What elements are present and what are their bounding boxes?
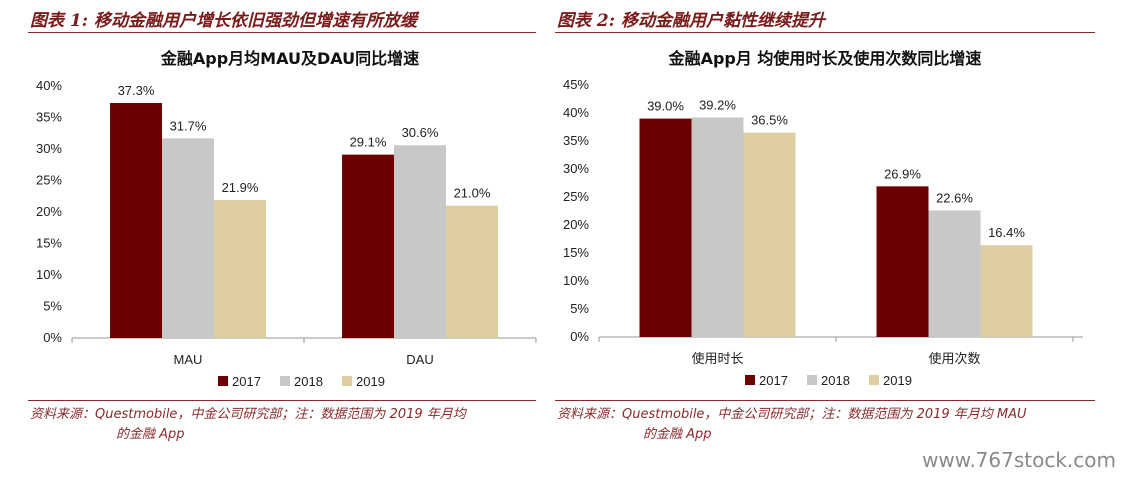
data-label: 29.1% bbox=[350, 135, 387, 150]
source-note: 资料来源：Questmobile，中金公司研究部；注：数据范围为 2019 年月… bbox=[557, 405, 1027, 445]
y-tick-label: 10% bbox=[563, 273, 589, 288]
top-rule bbox=[555, 32, 1095, 33]
bottom-rule bbox=[555, 400, 1095, 401]
data-label: 36.5% bbox=[751, 113, 788, 128]
y-tick-label: 0% bbox=[570, 329, 589, 344]
y-tick-label: 15% bbox=[563, 245, 589, 260]
y-tick-label: 40% bbox=[563, 105, 589, 120]
watermark: www.767stock.com bbox=[922, 448, 1116, 472]
category-label: 使用时长 bbox=[691, 351, 743, 366]
data-label: 21.0% bbox=[454, 186, 491, 201]
bar bbox=[743, 132, 796, 337]
y-tick-label: 5% bbox=[43, 299, 62, 314]
legend-label: 2017 bbox=[759, 373, 788, 388]
legend-swatch bbox=[280, 376, 290, 386]
legend-swatch bbox=[807, 375, 817, 385]
y-tick-label: 30% bbox=[563, 161, 589, 176]
figure-panel-1: 图表 1: 移动金融用户增长依旧强劲但增速有所放缓 金融App月均MAU及DAU… bbox=[28, 0, 537, 460]
bar-chart-mau-dau: 金融App月均MAU及DAU同比增速 0% 5% 10% 15% 20% 25% 30% 35%… bbox=[36, 49, 537, 389]
y-tick-label: 10% bbox=[36, 267, 62, 282]
bar bbox=[446, 205, 498, 338]
category-label: MAU bbox=[174, 352, 203, 367]
top-rule bbox=[28, 32, 536, 33]
bar bbox=[639, 118, 692, 337]
legend-label: 2018 bbox=[821, 373, 850, 388]
y-tick-label: 35% bbox=[36, 110, 62, 125]
figure-title: 图表 2: 移动金融用户黏性继续提升 bbox=[557, 11, 825, 31]
bar bbox=[342, 154, 394, 338]
legend-swatch bbox=[218, 376, 228, 386]
y-tick-label: 15% bbox=[36, 236, 62, 251]
y-tick-label: 35% bbox=[563, 133, 589, 148]
chart-title: 金融App月 均使用时长及使用次数同比增速 bbox=[668, 49, 982, 68]
y-tick-label: 5% bbox=[570, 301, 589, 316]
figure-title: 图表 1: 移动金融用户增长依旧强劲但增速有所放缓 bbox=[30, 11, 417, 31]
source-line-1: 资料来源：Questmobile，中金公司研究部；注：数据范围为 2019 年月… bbox=[30, 407, 466, 422]
bar bbox=[214, 200, 266, 338]
bar bbox=[928, 210, 981, 337]
bar bbox=[110, 103, 162, 338]
bar bbox=[876, 186, 929, 337]
data-label: 39.2% bbox=[699, 97, 736, 112]
y-tick-label: 25% bbox=[563, 189, 589, 204]
legend-swatch bbox=[342, 376, 352, 386]
category-label: DAU bbox=[406, 352, 433, 367]
source-note: 资料来源：Questmobile，中金公司研究部；注：数据范围为 2019 年月… bbox=[30, 405, 466, 445]
source-line-2: 的金融 App bbox=[116, 427, 185, 442]
bar bbox=[394, 145, 446, 338]
legend-swatch bbox=[745, 375, 755, 385]
data-label: 30.6% bbox=[402, 125, 439, 140]
source-line-1: 资料来源：Questmobile，中金公司研究部；注：数据范围为 2019 年月… bbox=[557, 407, 1027, 422]
legend-swatch bbox=[869, 375, 879, 385]
chart-title: 金融App月均MAU及DAU同比增速 bbox=[160, 49, 419, 68]
y-tick-label: 40% bbox=[36, 78, 62, 93]
bottom-rule bbox=[28, 400, 536, 401]
legend-label: 2019 bbox=[356, 374, 385, 389]
legend-label: 2019 bbox=[883, 373, 912, 388]
y-tick-label: 0% bbox=[43, 330, 62, 345]
legend-label: 2017 bbox=[232, 374, 261, 389]
legend-label: 2018 bbox=[294, 374, 323, 389]
y-tick-label: 30% bbox=[36, 141, 62, 156]
data-label: 31.7% bbox=[170, 118, 207, 133]
source-line-2: 的金融 App bbox=[643, 427, 712, 442]
bar bbox=[162, 138, 214, 338]
data-label: 39.0% bbox=[647, 99, 684, 114]
category-label: 使用次数 bbox=[928, 351, 980, 366]
data-label: 26.9% bbox=[884, 166, 921, 181]
bar bbox=[691, 117, 744, 337]
figure-panel-2: 图表 2: 移动金融用户黏性继续提升 金融App月 均使用时长及使用次数同比增速… bbox=[555, 0, 1095, 460]
data-label: 37.3% bbox=[118, 83, 155, 98]
bar bbox=[980, 245, 1033, 337]
data-label: 16.4% bbox=[988, 225, 1025, 240]
y-tick-label: 20% bbox=[563, 217, 589, 232]
data-label: 22.6% bbox=[936, 190, 973, 205]
y-tick-label: 20% bbox=[36, 204, 62, 219]
y-tick-label: 25% bbox=[36, 173, 62, 188]
data-label: 21.9% bbox=[222, 180, 259, 195]
y-tick-label: 45% bbox=[563, 77, 589, 92]
bar-chart-usage: 金融App月 均使用时长及使用次数同比增速 0% 5% 10% 15% 20% 25% 30%… bbox=[563, 49, 1083, 388]
